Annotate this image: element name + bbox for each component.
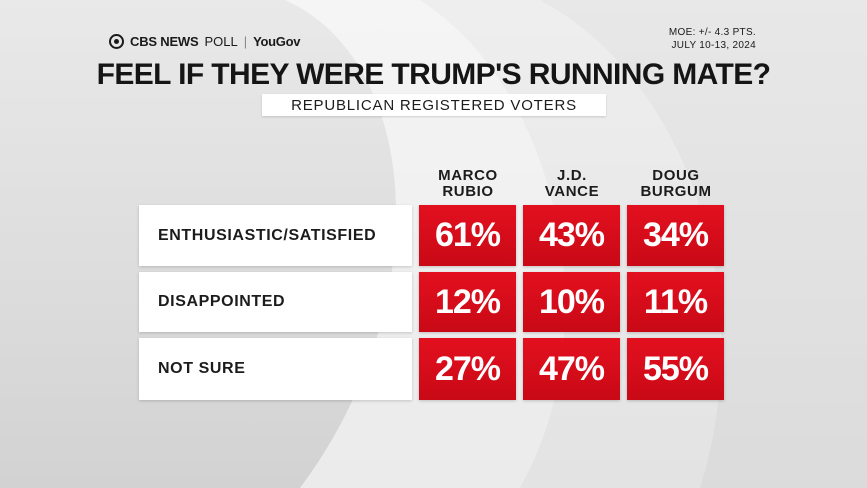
column-header-line: DOUG (652, 167, 700, 184)
table-cell: 11% (627, 272, 724, 332)
table-cell: 12% (419, 272, 516, 332)
moe-block: MOE: +/- 4.3 PTS. JULY 10-13, 2024 (669, 26, 756, 52)
row-label-not-sure: NOT SURE (139, 338, 412, 400)
chart-subtitle: REPUBLICAN REGISTERED VOTERS (262, 94, 606, 116)
column-header-line: VANCE (544, 183, 600, 200)
brand-logo: CBS NEWS POLL | YouGov (109, 34, 300, 49)
row-label-disappointed: DISAPPOINTED (139, 272, 412, 332)
table-cell: 10% (523, 272, 620, 332)
cbs-eye-icon (109, 34, 124, 49)
table-cell: 27% (419, 338, 516, 400)
moe-date: JULY 10-13, 2024 (671, 40, 756, 51)
chart-title: FEEL IF THEY WERE TRUMP'S RUNNING MATE? (96, 58, 771, 91)
column-header-vance: J.D. VANCE (524, 168, 620, 200)
moe-line: MOE: +/- 4.3 PTS. (668, 27, 756, 38)
column-header-line: RUBIO (442, 183, 494, 200)
column-header-line: J.D. (557, 167, 587, 184)
brand-cbs-news: CBS NEWS (130, 34, 199, 49)
row-label-enthusiastic: ENTHUSIASTIC/SATISFIED (139, 205, 412, 266)
brand-separator: | (243, 34, 248, 49)
brand-yougov: YouGov (253, 34, 301, 49)
table-cell: 47% (523, 338, 620, 400)
column-header-line: MARCO (438, 167, 498, 184)
brand-poll: POLL (204, 34, 238, 49)
table-cell: 61% (419, 205, 516, 266)
column-header-line: BURGUM (640, 183, 712, 200)
table-cell: 55% (627, 338, 724, 400)
table-cell: 34% (627, 205, 724, 266)
table-cell: 43% (523, 205, 620, 266)
column-header-burgum: DOUG BURGUM (628, 168, 724, 200)
column-header-rubio: MARCO RUBIO (420, 168, 516, 200)
